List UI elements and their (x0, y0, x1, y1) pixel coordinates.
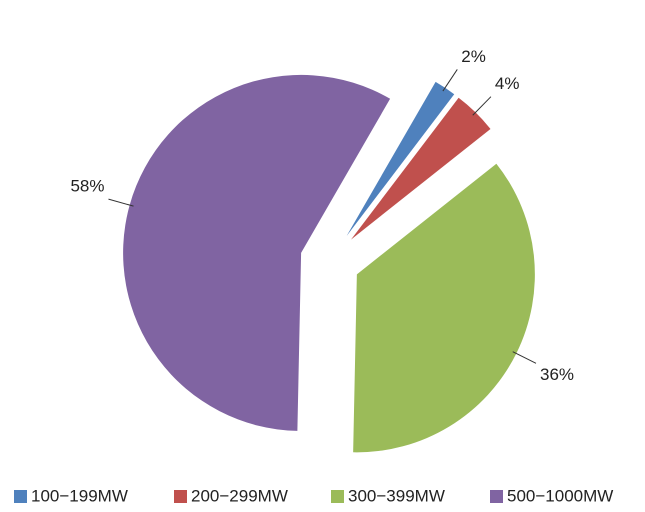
pie-slice (123, 74, 391, 431)
pie-slice (353, 163, 535, 453)
pie-slice (346, 81, 455, 237)
data-label: 58% (70, 177, 104, 196)
leader-line (442, 69, 458, 92)
legend-label: 300−399MW (348, 486, 445, 505)
legend-label: 500−1000MW (507, 486, 613, 505)
legend-label: 100−199MW (31, 486, 128, 505)
legend-swatch (490, 490, 503, 503)
legend-swatch (174, 490, 187, 503)
legend-swatch (331, 490, 344, 503)
leader-line (108, 198, 134, 207)
pie-slice (350, 97, 491, 240)
data-label: 4% (495, 74, 520, 93)
data-label: 2% (461, 47, 486, 66)
legend-label: 200−299MW (191, 486, 288, 505)
leader-line (472, 96, 492, 116)
legend-swatch (14, 490, 27, 503)
leader-line (512, 351, 537, 364)
data-label: 36% (540, 365, 574, 384)
